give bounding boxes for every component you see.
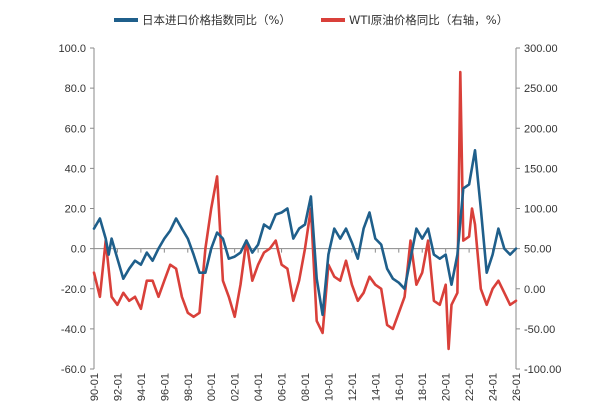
x-tick-label: 26-01 (511, 373, 523, 401)
x-tick-label: 14-01 (370, 373, 382, 401)
y-left-tick-label: 40.0 (65, 163, 86, 175)
y-left-tick-label: 80.0 (65, 83, 86, 95)
x-tick-label: 12-01 (347, 373, 359, 401)
y-left-tick-label: -60.0 (61, 364, 86, 376)
y-left-tick-label: 0.0 (71, 244, 86, 256)
y-left-tick-label: -40.0 (61, 324, 86, 336)
y-left-tick-label: 60.0 (65, 123, 86, 135)
x-tick-label: 02-01 (230, 373, 242, 401)
x-tick-label: 22-01 (464, 373, 476, 401)
x-tick-label: 20-01 (441, 373, 453, 401)
x-tick-label: 08-01 (300, 373, 312, 401)
x-tick-label: 00-01 (206, 373, 218, 401)
x-tick-label: 94-01 (136, 373, 148, 401)
y-right-tick-label: 150.00 (524, 163, 558, 175)
series-line-wti (92, 70, 518, 351)
x-tick-label: 90-01 (89, 373, 101, 401)
y-right-tick-label: 100.00 (524, 204, 558, 216)
y-right-tick-label: 50.00 (524, 244, 552, 256)
series-line-import-price (92, 149, 518, 317)
y-left-tick-label: 100.0 (58, 43, 86, 55)
y-right-tick-label: 0.00 (524, 284, 545, 296)
x-tick-label: 24-01 (488, 373, 500, 401)
x-tick-label: 92-01 (112, 373, 124, 401)
y-right-tick-label: 200.00 (524, 123, 558, 135)
y-right-tick-label: -50.00 (524, 324, 555, 336)
axes (93, 48, 517, 369)
legend-label-import-price: 日本进口价格指数同比（%） (142, 13, 291, 27)
series-layer (92, 70, 518, 351)
y-right-tick-label: 300.00 (524, 43, 558, 55)
x-tick-label: 18-01 (417, 373, 429, 401)
x-axis: 90-01 92-01 94-01 96-01 98-01 00-01 02-01 04-01… (89, 248, 523, 401)
x-tick-label: 06-01 (277, 373, 289, 401)
x-tick-label: 98-01 (183, 373, 195, 401)
x-tick-label: 96-01 (159, 373, 171, 401)
legend: 日本进口价格指数同比（%） WTI原油价格同比（右轴，%） (114, 13, 508, 27)
x-tick-label: 10-01 (323, 373, 335, 401)
y-axis-left: 100.0 80.0 60.0 40.0 20.0 0.0 -20.0 -40.0 -60.0 (58, 43, 94, 376)
legend-label-wti: WTI原油价格同比（右轴，%） (349, 13, 508, 27)
y-right-tick-label: -100.00 (524, 364, 561, 376)
x-tick-label: 16-01 (394, 373, 406, 401)
x-tick-label: 04-01 (253, 373, 265, 401)
y-axis-right: 300.00 250.00 200.00 150.00 100.00 50.00 0.00 -… (516, 43, 561, 376)
y-left-tick-label: 20.0 (65, 204, 86, 216)
y-right-tick-label: 250.00 (524, 83, 558, 95)
y-left-tick-label: -20.0 (61, 284, 86, 296)
